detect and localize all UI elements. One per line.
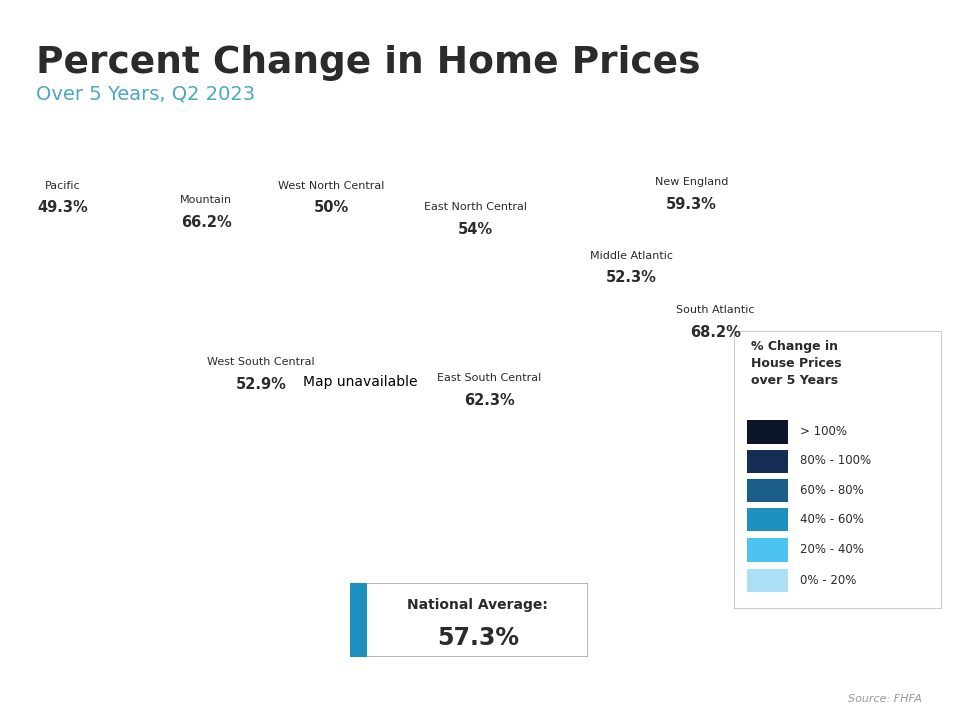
Text: East North Central: East North Central	[423, 202, 527, 212]
Text: 50%: 50%	[314, 200, 348, 215]
Text: South Atlantic: South Atlantic	[676, 305, 755, 315]
Text: 49.3%: 49.3%	[37, 200, 87, 215]
Text: West South Central: West South Central	[207, 357, 315, 367]
Text: 59.3%: 59.3%	[666, 197, 716, 212]
Bar	[747, 449, 788, 473]
Text: > 100%: > 100%	[801, 426, 848, 438]
Text: 66.2%: 66.2%	[181, 215, 231, 230]
Text: Over 5 Years, Q2 2023: Over 5 Years, Q2 2023	[36, 85, 255, 104]
Text: Mountain: Mountain	[180, 195, 232, 205]
Text: West North Central: West North Central	[278, 181, 384, 191]
Text: 57.3%: 57.3%	[437, 626, 518, 650]
Text: % Change in
House Prices
over 5 Years: % Change in House Prices over 5 Years	[751, 340, 842, 387]
Text: 52.9%: 52.9%	[236, 377, 286, 392]
Bar	[747, 479, 788, 503]
Bar	[747, 569, 788, 593]
Text: Middle Atlantic: Middle Atlantic	[590, 251, 673, 261]
Text: 20% - 40%: 20% - 40%	[801, 543, 864, 556]
Text: 54%: 54%	[458, 222, 492, 237]
Text: 52.3%: 52.3%	[607, 270, 657, 285]
Text: 40% - 60%: 40% - 60%	[801, 513, 864, 526]
Bar	[747, 539, 788, 562]
Text: Pacific: Pacific	[44, 181, 81, 191]
Text: 0% - 20%: 0% - 20%	[801, 574, 857, 587]
Bar	[747, 420, 788, 444]
Text: National Average:: National Average:	[407, 598, 548, 612]
Text: 62.3%: 62.3%	[465, 392, 515, 408]
Text: New England: New England	[655, 177, 728, 187]
Text: East South Central: East South Central	[438, 373, 541, 383]
Bar	[350, 583, 367, 657]
Text: 80% - 100%: 80% - 100%	[801, 454, 872, 467]
Bar	[747, 508, 788, 531]
Text: Map unavailable: Map unavailable	[302, 374, 418, 389]
Text: 60% - 80%: 60% - 80%	[801, 484, 864, 497]
Text: Percent Change in Home Prices: Percent Change in Home Prices	[36, 45, 701, 81]
Text: 68.2%: 68.2%	[690, 325, 740, 340]
FancyBboxPatch shape	[350, 583, 588, 657]
Text: Source: FHFA: Source: FHFA	[848, 694, 922, 704]
